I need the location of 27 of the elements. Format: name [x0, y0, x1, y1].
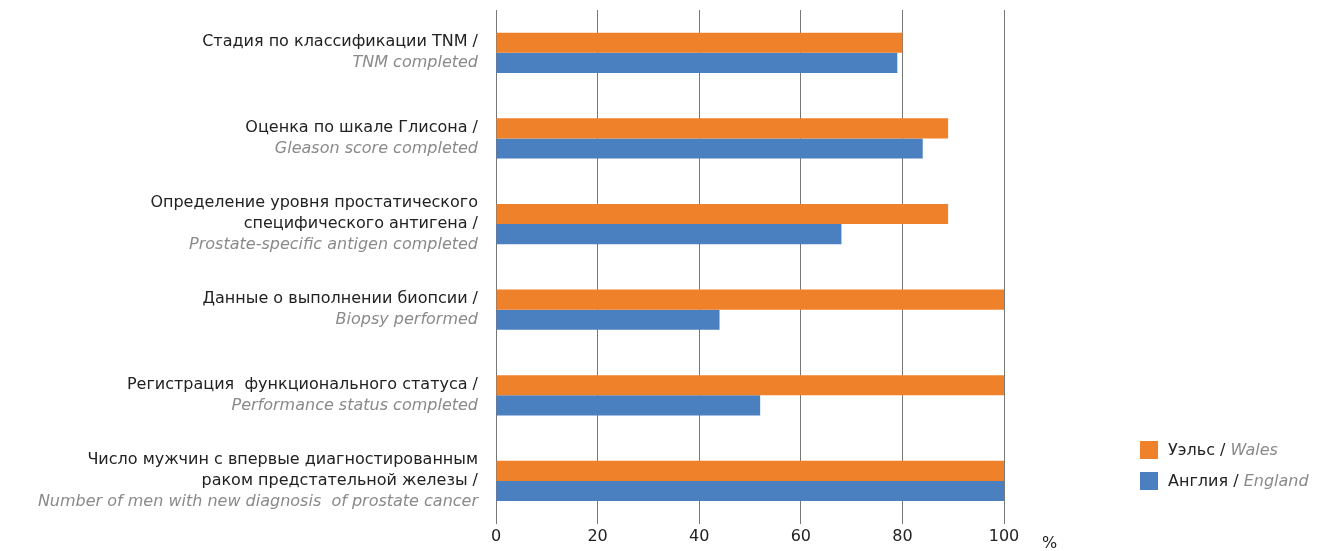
bar: [496, 32, 903, 53]
y-tick-label: Данные о выполнении биопсии / Biopsy performed: [202, 288, 479, 329]
bar: [496, 289, 1004, 310]
bar: [496, 460, 1004, 481]
x-tick-label: 40: [689, 525, 710, 545]
x-tick-label: 80: [892, 525, 913, 545]
x-tick-label: 20: [587, 525, 608, 545]
x-axis-title: %: [1042, 532, 1058, 551]
bar: [496, 203, 949, 225]
x-tick-label: 100: [988, 525, 1020, 545]
bar: [496, 395, 761, 416]
bar: [496, 118, 949, 139]
y-tick-label: Регистрация функционального статуса / Performance status completed: [126, 374, 479, 415]
bar: [496, 480, 1004, 502]
x-tick-label: 0: [490, 525, 502, 545]
bar: [496, 52, 898, 73]
x-tick-label: 60: [790, 525, 811, 545]
y-tick-label: Стадия по классификации TNM / TNM completed: [202, 31, 479, 72]
legend-label: Уэльс / Wales: [1168, 440, 1278, 459]
legend-label: Англия / England: [1168, 471, 1309, 490]
y-tick-label: Определение уровня простатического специфического антигена / Prostate-specific antigen completed: [150, 192, 479, 254]
y-tick-label: Оценка по шкале Глисона / Gleason score completed: [245, 117, 479, 158]
bar: [496, 375, 1004, 396]
bar: [496, 309, 720, 330]
y-tick-label: Число мужчин с впервые диагностированным раком предстательной железы / Number of men with new diagnosis of prostate cancer: [37, 449, 480, 511]
bar: [496, 224, 842, 245]
bar: [496, 138, 923, 159]
